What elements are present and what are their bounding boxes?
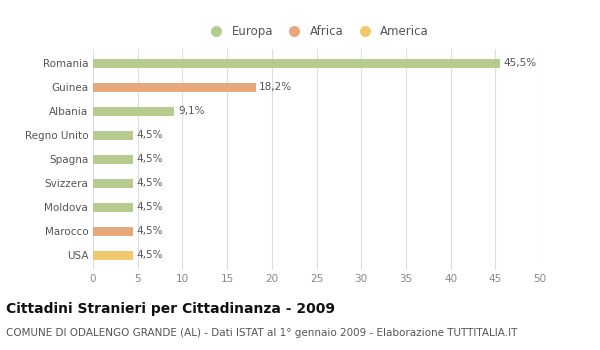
- Text: 9,1%: 9,1%: [178, 106, 205, 116]
- Text: 4,5%: 4,5%: [137, 130, 163, 140]
- Text: 4,5%: 4,5%: [137, 202, 163, 212]
- Bar: [93, 203, 133, 212]
- Text: 18,2%: 18,2%: [259, 82, 292, 92]
- Bar: [93, 83, 256, 92]
- Bar: [93, 251, 133, 260]
- Bar: [93, 226, 133, 236]
- Bar: [93, 107, 175, 116]
- Text: Cittadini Stranieri per Cittadinanza - 2009: Cittadini Stranieri per Cittadinanza - 2…: [6, 302, 335, 316]
- Text: 4,5%: 4,5%: [137, 178, 163, 188]
- Bar: [93, 178, 133, 188]
- Legend: Europa, Africa, America: Europa, Africa, America: [201, 22, 432, 42]
- Text: 45,5%: 45,5%: [503, 58, 536, 68]
- Bar: [93, 131, 133, 140]
- Bar: [93, 155, 133, 164]
- Bar: [93, 59, 500, 68]
- Text: 4,5%: 4,5%: [137, 226, 163, 236]
- Text: COMUNE DI ODALENGO GRANDE (AL) - Dati ISTAT al 1° gennaio 2009 - Elaborazione TU: COMUNE DI ODALENGO GRANDE (AL) - Dati IS…: [6, 328, 517, 338]
- Text: 4,5%: 4,5%: [137, 154, 163, 164]
- Text: 4,5%: 4,5%: [137, 250, 163, 260]
